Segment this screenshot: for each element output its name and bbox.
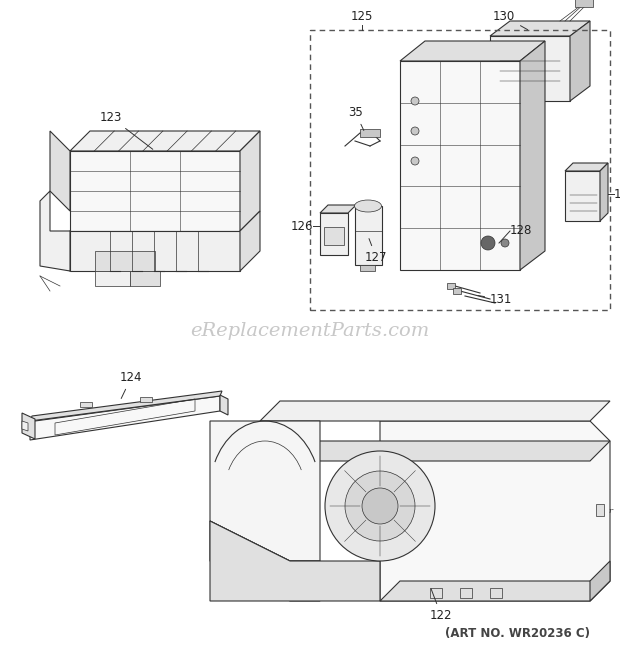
Text: 124: 124 <box>120 371 143 399</box>
Bar <box>596 504 604 516</box>
Polygon shape <box>320 213 348 255</box>
Polygon shape <box>95 251 155 271</box>
Text: 129: 129 <box>614 188 620 200</box>
Polygon shape <box>380 421 610 601</box>
Text: 126: 126 <box>291 219 313 233</box>
Polygon shape <box>30 396 220 440</box>
Circle shape <box>411 127 419 135</box>
Text: 35: 35 <box>348 106 364 130</box>
Polygon shape <box>22 421 28 431</box>
Polygon shape <box>490 36 570 101</box>
Polygon shape <box>565 171 600 221</box>
Bar <box>324 227 344 245</box>
Bar <box>490 588 502 598</box>
Text: 125: 125 <box>351 10 373 23</box>
Bar <box>80 402 92 407</box>
Polygon shape <box>240 131 260 231</box>
Ellipse shape <box>355 200 381 212</box>
Circle shape <box>325 451 435 561</box>
Circle shape <box>411 157 419 165</box>
Polygon shape <box>30 391 222 421</box>
Polygon shape <box>210 521 320 601</box>
Polygon shape <box>70 151 240 231</box>
Text: 130: 130 <box>493 10 528 30</box>
Polygon shape <box>600 163 608 221</box>
Bar <box>310 30 610 310</box>
Polygon shape <box>380 581 610 601</box>
Polygon shape <box>520 41 545 270</box>
Bar <box>360 129 380 137</box>
Polygon shape <box>260 401 610 421</box>
Bar <box>447 283 455 289</box>
Polygon shape <box>95 271 130 286</box>
Text: (ART NO. WR20236 C): (ART NO. WR20236 C) <box>445 627 590 639</box>
Polygon shape <box>130 271 160 286</box>
Text: 123: 123 <box>100 111 153 149</box>
Text: r: r <box>608 507 612 515</box>
Circle shape <box>345 471 415 541</box>
Polygon shape <box>250 441 610 461</box>
Text: eReplacementParts.com: eReplacementParts.com <box>190 322 430 340</box>
Polygon shape <box>400 41 545 61</box>
Bar <box>430 588 442 598</box>
Polygon shape <box>565 163 608 171</box>
Text: 122: 122 <box>430 588 453 622</box>
Polygon shape <box>320 205 356 213</box>
Polygon shape <box>400 61 520 270</box>
Polygon shape <box>220 395 228 415</box>
Polygon shape <box>70 131 260 151</box>
Polygon shape <box>240 211 260 271</box>
Polygon shape <box>590 561 610 601</box>
Bar <box>460 588 472 598</box>
Polygon shape <box>50 231 70 271</box>
Bar <box>453 288 461 294</box>
Polygon shape <box>210 421 320 561</box>
Text: 127: 127 <box>365 239 388 264</box>
Polygon shape <box>50 131 70 211</box>
Text: 131: 131 <box>478 293 512 306</box>
Polygon shape <box>22 413 35 439</box>
Polygon shape <box>355 206 382 265</box>
Polygon shape <box>210 521 380 601</box>
Circle shape <box>481 236 495 250</box>
Polygon shape <box>490 21 590 36</box>
Polygon shape <box>570 21 590 101</box>
Polygon shape <box>70 231 240 271</box>
Bar <box>140 397 152 402</box>
Circle shape <box>501 239 509 247</box>
Polygon shape <box>40 191 70 271</box>
Bar <box>360 265 375 271</box>
Circle shape <box>362 488 398 524</box>
Circle shape <box>411 97 419 105</box>
Text: 128: 128 <box>510 225 533 237</box>
Bar <box>575 0 593 7</box>
